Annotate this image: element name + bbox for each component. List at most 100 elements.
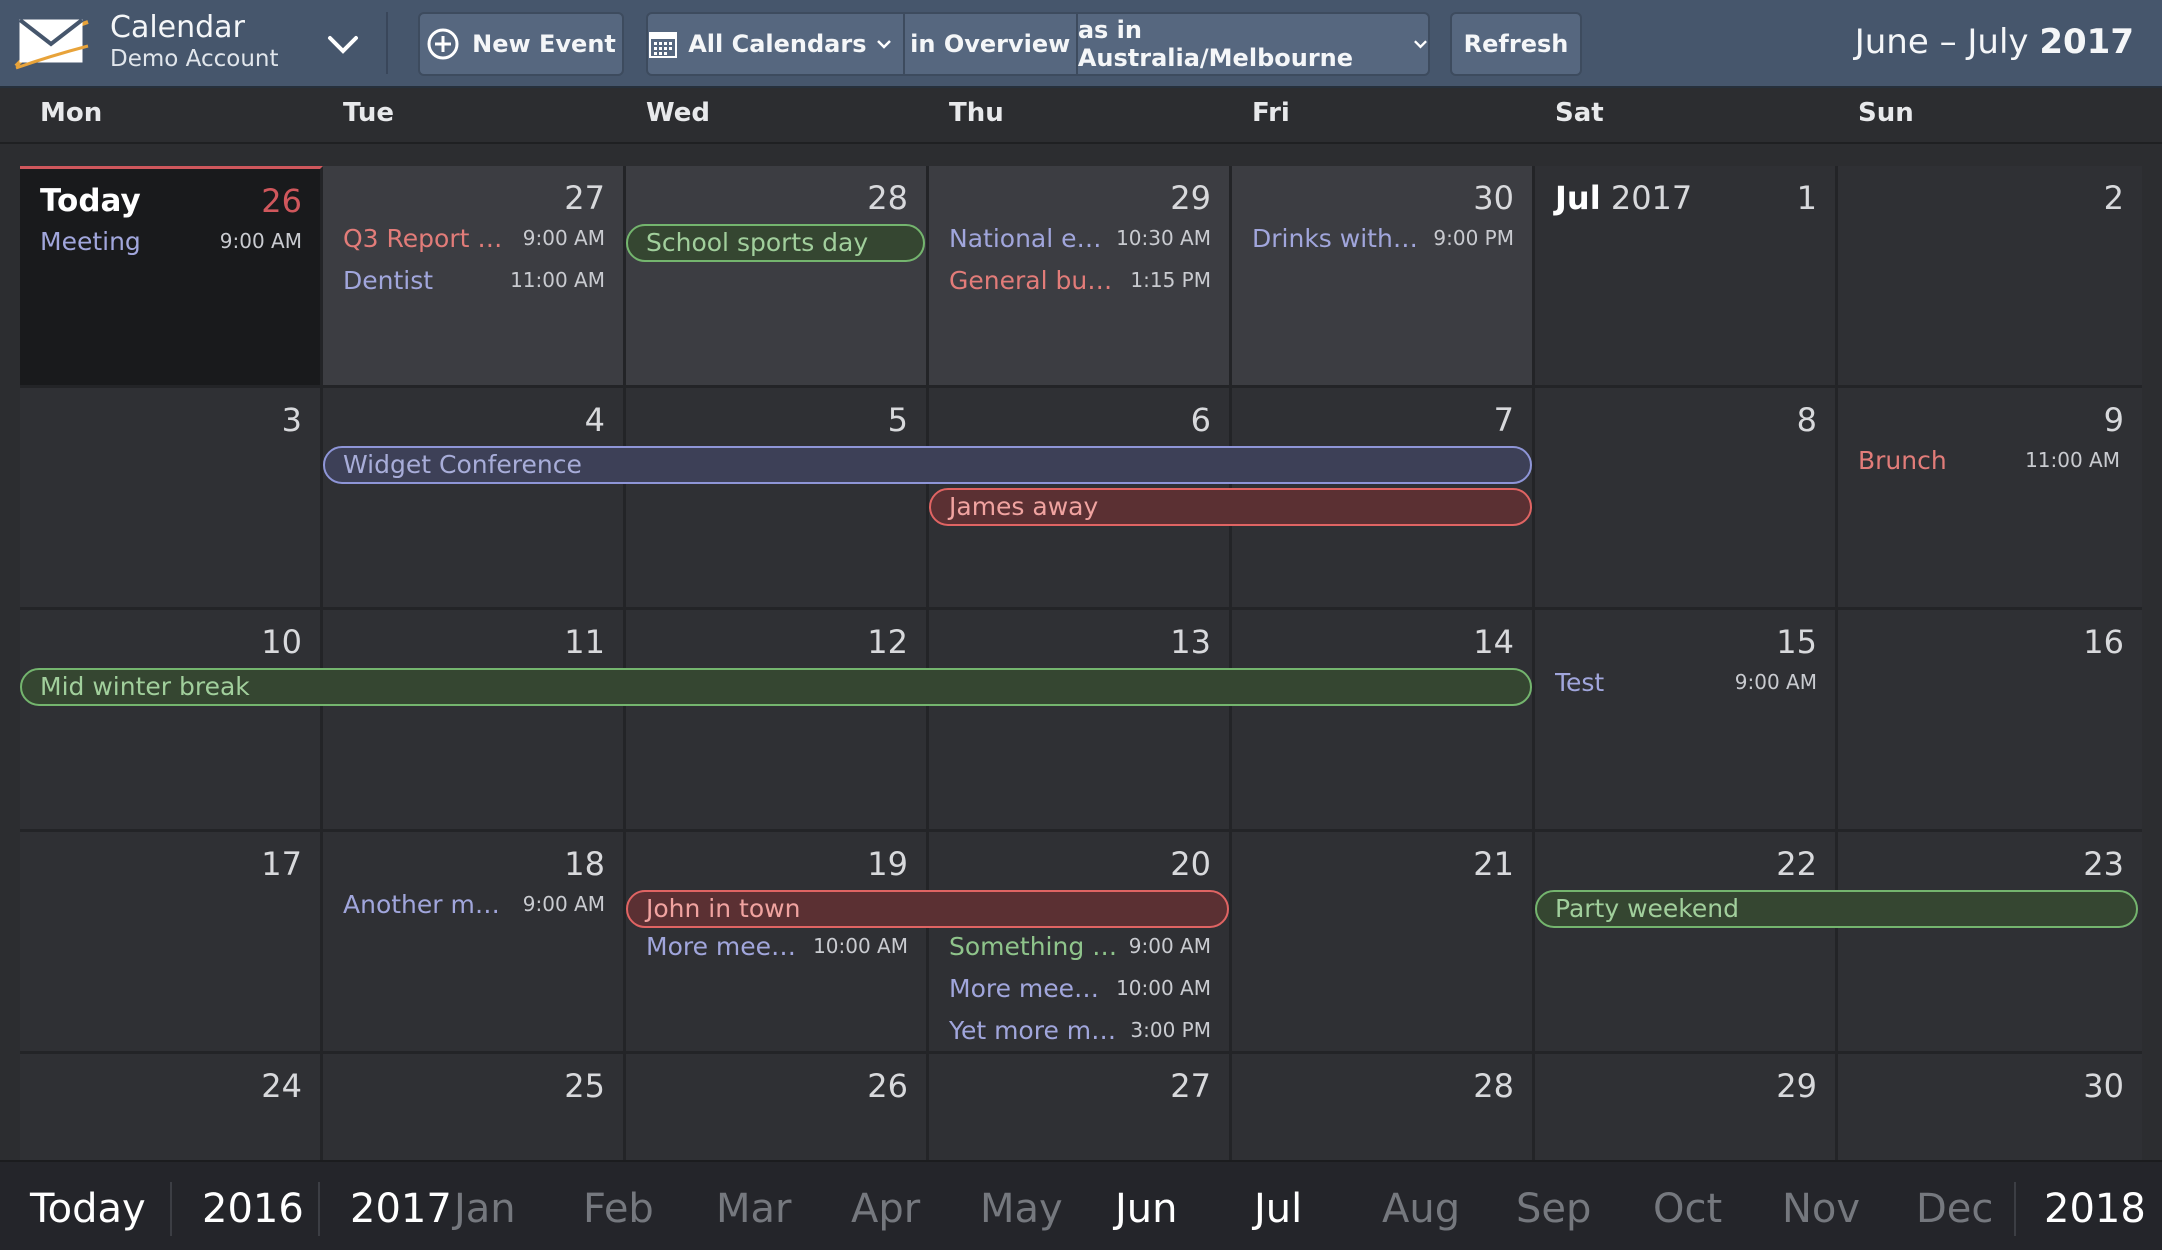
day-cell[interactable]: 29 bbox=[1535, 1054, 1838, 1160]
day-cell[interactable]: 14 bbox=[1232, 610, 1535, 832]
event-item[interactable]: General bus… 1:15 PM bbox=[949, 264, 1211, 296]
app-title: Calendar bbox=[110, 10, 245, 45]
day-cell[interactable]: 25 bbox=[323, 1054, 626, 1160]
event-title: Drinks with … bbox=[1252, 223, 1424, 253]
day-cell[interactable]: 10 bbox=[20, 610, 323, 832]
month-may-button[interactable]: May bbox=[980, 1186, 1063, 1232]
day-cell[interactable]: 13 bbox=[929, 610, 1232, 832]
multi-day-event[interactable]: Mid winter break bbox=[20, 668, 1532, 706]
day-cell[interactable]: 28 bbox=[626, 166, 929, 388]
month-aug-button[interactable]: Aug bbox=[1382, 1186, 1461, 1232]
event-item[interactable]: Q3 Report D… 9:00 AM bbox=[343, 222, 605, 254]
day-number: 29 bbox=[1776, 1067, 1817, 1105]
day-cell[interactable]: 24 bbox=[20, 1054, 323, 1160]
event-title: Test bbox=[1555, 667, 1605, 697]
multi-day-event[interactable]: Widget Conference bbox=[323, 446, 1532, 484]
event-title: Q3 Report D… bbox=[343, 223, 513, 253]
event-time: 9:00 AM bbox=[522, 226, 605, 250]
day-cell[interactable]: 19 More meeti… 10:00 AM bbox=[626, 832, 929, 1054]
day-cell[interactable]: 16 bbox=[1838, 610, 2142, 832]
day-cell[interactable]: 17 bbox=[20, 832, 323, 1054]
day-cell[interactable]: 30 bbox=[1838, 1054, 2142, 1160]
day-cell[interactable]: 27 bbox=[929, 1054, 1232, 1160]
day-cell[interactable]: 29 National e… 10:30 AM General bus… 1:1… bbox=[929, 166, 1232, 388]
day-cell[interactable]: 11 bbox=[323, 610, 626, 832]
day-number: 26 bbox=[867, 1067, 908, 1105]
day-number: 8 bbox=[1796, 401, 1817, 439]
refresh-button[interactable]: Refresh bbox=[1450, 12, 1582, 76]
event-time: 10:00 AM bbox=[1116, 976, 1211, 1000]
date-range-title: June – July 2017 bbox=[1855, 20, 2134, 64]
month-apr-button[interactable]: Apr bbox=[851, 1186, 921, 1232]
event-item[interactable]: Drinks with … 9:00 PM bbox=[1252, 222, 1514, 254]
day-cell[interactable]: 22 bbox=[1535, 832, 1838, 1054]
today-nav-button[interactable]: Today bbox=[30, 1186, 146, 1232]
month-feb-button[interactable]: Feb bbox=[583, 1186, 654, 1232]
event-time: 9:00 AM bbox=[1128, 934, 1211, 958]
chevron-down-icon bbox=[1414, 40, 1427, 49]
day-cell[interactable]: 5 bbox=[626, 388, 929, 610]
event-time: 9:00 AM bbox=[522, 892, 605, 916]
day-cell[interactable]: 27 Q3 Report D… 9:00 AM Dentist 11:00 AM bbox=[323, 166, 626, 388]
weekday-mon: Mon bbox=[40, 98, 103, 128]
day-cell[interactable]: 18 Another me… 9:00 AM bbox=[323, 832, 626, 1054]
day-cell[interactable]: 20 Something i… 9:00 AM More meeti… 10:0… bbox=[929, 832, 1232, 1054]
day-cell[interactable]: 30 Drinks with … 9:00 PM bbox=[1232, 166, 1535, 388]
new-event-button[interactable]: New Event bbox=[418, 12, 624, 76]
calendars-dropdown[interactable]: All Calendars bbox=[648, 14, 905, 74]
day-cell[interactable]: 3 bbox=[20, 388, 323, 610]
account-chevron-down-icon[interactable] bbox=[320, 26, 366, 62]
event-item[interactable]: Another me… 9:00 AM bbox=[343, 888, 605, 920]
toolbar: Calendar Demo Account New Event All Cale… bbox=[0, 0, 2162, 88]
event-title: More meeti… bbox=[949, 973, 1107, 1003]
day-cell[interactable]: 28 bbox=[1232, 1054, 1535, 1160]
event-title: Something i… bbox=[949, 931, 1119, 961]
month-oct-button[interactable]: Oct bbox=[1653, 1186, 1723, 1232]
event-item[interactable]: Yet more me… 3:00 PM bbox=[949, 1014, 1211, 1046]
event-title: General bus… bbox=[949, 265, 1121, 295]
timezone-dropdown[interactable]: as in Australia/Melbourne bbox=[1078, 14, 1428, 74]
event-time: 9:00 PM bbox=[1433, 226, 1514, 250]
weekday-fri: Fri bbox=[1252, 98, 1290, 128]
event-item[interactable]: Meeting 9:00 AM bbox=[40, 225, 302, 257]
event-item[interactable]: Test 9:00 AM bbox=[1555, 666, 1817, 698]
year-month-navigator: Today 2016 2017 Jan Feb Mar Apr May Jun … bbox=[0, 1160, 2162, 1250]
event-item[interactable]: National e… 10:30 AM bbox=[949, 222, 1211, 254]
day-number: 17 bbox=[261, 845, 302, 883]
overview-mode-button[interactable]: in Overview bbox=[905, 14, 1078, 74]
day-cell[interactable]: 2 bbox=[1838, 166, 2142, 388]
month-nov-button[interactable]: Nov bbox=[1782, 1186, 1861, 1232]
year-2018-button[interactable]: 2018 bbox=[2044, 1186, 2146, 1232]
month-sep-button[interactable]: Sep bbox=[1516, 1186, 1592, 1232]
day-cell[interactable]: 12 bbox=[626, 610, 929, 832]
month-jun-button[interactable]: Jun bbox=[1115, 1186, 1178, 1232]
day-cell[interactable]: Jul 2017 1 bbox=[1535, 166, 1838, 388]
day-cell[interactable]: 15 Test 9:00 AM bbox=[1535, 610, 1838, 832]
day-number: 9 bbox=[2103, 401, 2124, 439]
year-2016-button[interactable]: 2016 bbox=[202, 1186, 304, 1232]
year-2017-button[interactable]: 2017 bbox=[350, 1186, 452, 1232]
event-item[interactable]: Dentist 11:00 AM bbox=[343, 264, 605, 296]
day-number: 27 bbox=[1170, 1067, 1211, 1105]
event-item[interactable]: More meeti… 10:00 AM bbox=[646, 930, 908, 962]
multi-day-event[interactable]: John in town bbox=[626, 890, 1229, 928]
multi-day-event[interactable]: James away bbox=[929, 488, 1532, 526]
month-dec-button[interactable]: Dec bbox=[1916, 1186, 1994, 1232]
multi-day-event[interactable]: Party weekend bbox=[1535, 890, 2138, 928]
month-mar-button[interactable]: Mar bbox=[716, 1186, 792, 1232]
event-item[interactable]: Brunch 11:00 AM bbox=[1858, 444, 2120, 476]
day-cell[interactable]: 8 bbox=[1535, 388, 1838, 610]
all-day-event[interactable]: School sports day bbox=[626, 224, 925, 262]
day-cell[interactable]: 4 bbox=[323, 388, 626, 610]
day-cell[interactable]: 23 bbox=[1838, 832, 2142, 1054]
day-cell[interactable]: 26 bbox=[626, 1054, 929, 1160]
event-item[interactable]: More meeti… 10:00 AM bbox=[949, 972, 1211, 1004]
month-start-label: Jul 2017 bbox=[1555, 180, 1692, 216]
month-name: Jul bbox=[1555, 179, 1601, 217]
day-cell[interactable]: 9 Brunch 11:00 AM bbox=[1838, 388, 2142, 610]
month-jan-button[interactable]: Jan bbox=[454, 1186, 516, 1232]
day-cell-today[interactable]: Today 26 Meeting 9:00 AM bbox=[20, 166, 323, 388]
day-cell[interactable]: 21 bbox=[1232, 832, 1535, 1054]
event-item[interactable]: Something i… 9:00 AM bbox=[949, 930, 1211, 962]
month-jul-button[interactable]: Jul bbox=[1254, 1186, 1303, 1232]
